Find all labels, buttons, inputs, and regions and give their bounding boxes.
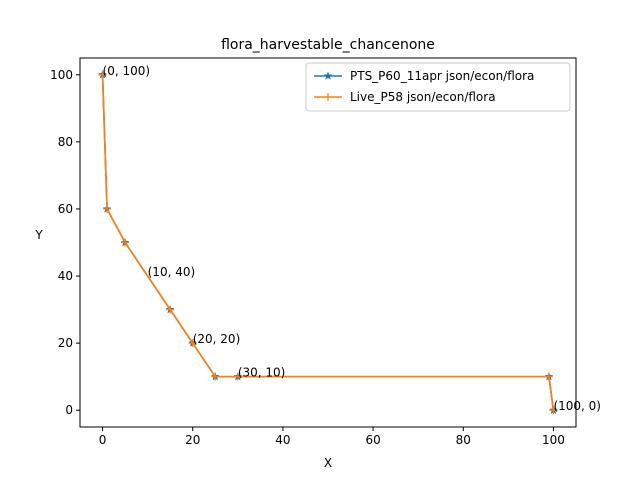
y-tick: 20 [58, 336, 80, 350]
y-tick: 100 [50, 68, 80, 82]
data-point [103, 204, 112, 213]
y-axis-label: Y [34, 228, 43, 242]
x-tick: 0 [99, 427, 107, 447]
point-annotation: (100, 0) [553, 399, 601, 413]
y-tick-label: 0 [65, 403, 73, 417]
y-tick-label: 20 [58, 336, 73, 350]
x-tick-label: 80 [456, 433, 471, 447]
data-point [121, 238, 130, 247]
annotation-layer: (0, 100) (10, 40) (20, 20) (30, 10) (100, 0) [103, 64, 601, 413]
y-tick: 80 [58, 135, 80, 149]
data-point [211, 372, 220, 381]
data-point [166, 305, 175, 314]
legend-box [305, 62, 571, 112]
legend-item: PTS_P60_11apr json/econ/flora [314, 69, 534, 83]
legend-marker [324, 93, 332, 101]
x-tick: 20 [185, 427, 200, 447]
x-axis-label: X [324, 456, 332, 470]
x-tick-label: 20 [185, 433, 200, 447]
y-tick: 40 [58, 269, 80, 283]
x-tick: 60 [365, 427, 381, 447]
y-tick-label: 80 [58, 135, 73, 149]
data-point [233, 372, 242, 381]
y-tick-label: 40 [58, 269, 73, 283]
x-tick: 100 [542, 427, 565, 447]
y-tick-label: 100 [50, 68, 73, 82]
x-tick: 80 [456, 427, 471, 447]
legend-marker [323, 71, 333, 80]
x-tick-label: 100 [542, 433, 565, 447]
y-tick-label: 60 [58, 202, 73, 216]
data-point [188, 339, 197, 348]
x-tick-label: 40 [275, 433, 290, 447]
x-tick-label: 0 [99, 433, 107, 447]
point-annotation: (10, 40) [148, 265, 196, 279]
series-2 [98, 70, 558, 415]
y-tick: 60 [58, 202, 80, 216]
point-annotation: (20, 20) [193, 332, 241, 346]
chart-title: flora_harvestable_chancenone [221, 37, 435, 53]
legend-item: Live_P58 json/econ/flora [314, 90, 496, 104]
y-tick: 0 [65, 403, 80, 417]
axes-frame [79, 57, 577, 428]
data-point [544, 372, 553, 381]
x-tick-label: 60 [365, 433, 380, 447]
legend-label: Live_P58 json/econ/flora [350, 90, 496, 104]
point-annotation: (0, 100) [103, 64, 151, 78]
series-layer [98, 70, 558, 415]
legend: PTS_P60_11apr json/econ/flora Live_P58 js… [305, 62, 571, 112]
x-tick: 40 [275, 427, 291, 447]
data-point [98, 70, 107, 79]
point-annotation: (30, 10) [238, 366, 286, 380]
data-point [549, 406, 558, 415]
legend-label: PTS_P60_11apr json/econ/flora [350, 69, 534, 83]
axis-ticks: 0 20 40 60 80 100 0 20 40 60 80 100 [50, 68, 565, 447]
